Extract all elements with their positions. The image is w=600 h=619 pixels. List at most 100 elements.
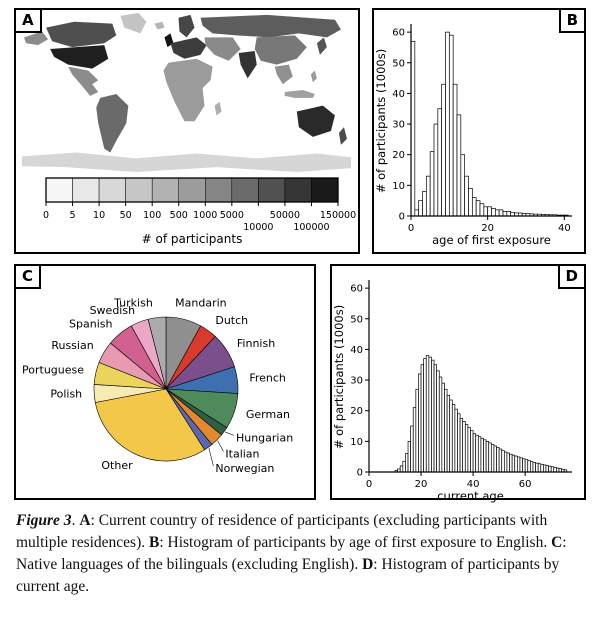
histogram-bar (459, 418, 464, 473)
pie-label-polish: Polish (50, 387, 82, 400)
histogram-bar (415, 388, 419, 473)
caption-segment: B (149, 534, 160, 551)
colorbar-segment (205, 177, 233, 203)
histogram-bar (405, 453, 409, 473)
histogram-bar (462, 421, 466, 473)
histogram-bar (452, 83, 458, 217)
histogram-bar (446, 395, 451, 473)
x-tick-label: 60 (519, 479, 532, 490)
histogram-bar (498, 209, 504, 217)
x-axis-label: current age (437, 489, 504, 503)
pie-leader-line (217, 440, 224, 452)
region-south-america (96, 93, 129, 153)
y-tick-label: 0 (357, 468, 363, 479)
pie-label-mandarin: Mandarin (175, 297, 227, 310)
histogram-bar (448, 34, 454, 217)
colorbar-segment (151, 177, 179, 203)
histogram-bar (412, 407, 417, 473)
pie-native-languages-container: Mandarin Dutch Finnish French German Hungaria… (16, 268, 314, 504)
pie-slice-other (94, 388, 205, 462)
histogram-D: 0 10 20 30 40 50 60 0 20 40 60 current age # of part… (332, 280, 572, 503)
y-tick-label: 50 (392, 58, 405, 69)
histogram-bar (451, 404, 456, 473)
panel-b-label: B (558, 8, 586, 33)
histogram-bar (425, 175, 431, 217)
histogram-bar (467, 427, 471, 473)
caption-segment: : Current country of residence of partic… (16, 512, 548, 551)
panel-d-histogram: D 0 10 20 30 40 50 60 0 20 40 60 current age # of pa… (330, 264, 586, 503)
histogram-bar (502, 211, 508, 217)
histogram-bar (470, 430, 474, 473)
y-tick-label: 40 (392, 89, 405, 100)
histogram-bar (423, 358, 427, 473)
y-tick-label: 10 (350, 437, 363, 448)
colorbar-segment (311, 177, 339, 203)
colorbar-segment (231, 177, 259, 203)
region-europe (170, 37, 207, 59)
y-tick-label: 40 (350, 345, 363, 356)
panel-b-histogram: B 0 10 20 30 40 50 60 0 20 40 age of first exposur… (372, 8, 586, 254)
histogram-bar (503, 451, 508, 473)
pie-label-turkish: Turkish (113, 297, 153, 310)
region-mexico-central-america (68, 66, 99, 96)
y-tick-label: 60 (392, 28, 405, 39)
colorbar-tick-label: 1000 (193, 210, 217, 221)
histogram-bar (483, 206, 489, 217)
colorbar-tick-label: 150000 (320, 210, 356, 221)
colorbar-segment (72, 177, 100, 203)
colorbar-tick-label: 5 (70, 210, 76, 221)
histogram-bar (407, 441, 411, 473)
colorbar-segment (125, 177, 153, 203)
histogram-bar (548, 465, 552, 473)
caption-segment: : Histogram of participants by age of fi… (159, 534, 552, 551)
colorbar-segment (45, 177, 73, 203)
colorbar-tick-label: 5000 (220, 210, 244, 221)
histogram-bar (530, 461, 534, 473)
histogram-bar (527, 460, 531, 473)
histogram-bar (456, 114, 462, 217)
caption-segment: : Native languages of the bilinguals (ex… (16, 534, 567, 573)
y-axis-label: # of participants (1000s) (374, 49, 388, 193)
histogram-bar (540, 463, 544, 473)
histogram-bar (483, 439, 487, 473)
x-tick-label: 20 (415, 479, 428, 490)
colorbar-segment (258, 177, 286, 203)
x-tick-label: 20 (481, 223, 494, 234)
histogram-bar (475, 200, 481, 217)
y-tick-label: 60 (350, 284, 363, 295)
histogram-bar (485, 441, 490, 473)
histogram-bar (553, 467, 557, 473)
y-tick-label: 10 (392, 181, 405, 192)
pie-slice-turkish (147, 316, 167, 390)
histogram-bar (454, 408, 458, 473)
caption-segment: Figure 3 (16, 512, 72, 529)
histogram-bar (498, 448, 503, 473)
histogram-bar (493, 445, 497, 473)
histogram-bar (475, 434, 479, 473)
region-philippines (310, 70, 317, 83)
x-axis-label: age of first exposure (432, 233, 551, 247)
pie-label-italian: Italian (225, 447, 259, 460)
colorbar-tick-label: 500 (170, 210, 188, 221)
histogram-bar (444, 388, 448, 473)
pie-label-dutch: Dutch (215, 314, 248, 327)
panel-d-label: D (557, 264, 586, 289)
colorbar-segment (178, 177, 206, 203)
histogram-bar (429, 151, 435, 217)
region-greenland (120, 12, 147, 34)
pie-label-russian: Russian (51, 339, 93, 352)
histogram-bar (425, 355, 430, 473)
histogram-bar (420, 364, 425, 473)
pie-leader-line (208, 447, 214, 467)
colorbar-tick-label: 10000 (243, 222, 273, 233)
pie-label-french: French (249, 371, 286, 384)
region-russia (200, 14, 341, 38)
region-alaska (24, 31, 49, 46)
histogram-bar (431, 359, 435, 473)
pie-label-spanish: Spanish (69, 317, 112, 330)
world-map (22, 12, 351, 173)
histogram-bar (402, 460, 406, 473)
panel-a-label: A (14, 8, 42, 33)
panel-c-label: C (14, 264, 42, 289)
